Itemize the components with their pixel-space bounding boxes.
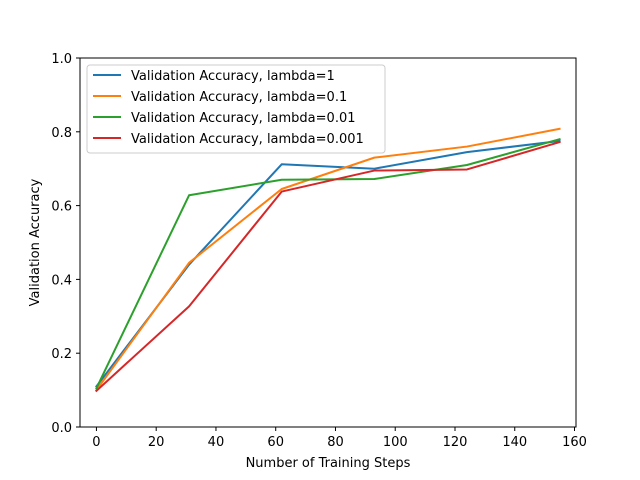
x-tick-label: 80 <box>327 435 344 450</box>
y-tick-label: 0.4 <box>51 273 72 288</box>
y-tick-label: 0.6 <box>51 200 72 215</box>
plot-frame <box>79 57 577 428</box>
x-tick-label: 20 <box>148 435 165 450</box>
y-tick-label: 0.8 <box>51 126 72 141</box>
series-line-3 <box>95 137 561 390</box>
series-lines <box>95 127 561 393</box>
legend: Validation Accuracy, lambda=1 Validation … <box>86 64 386 154</box>
legend-label-4: Validation Accuracy, lambda=0.001 <box>131 132 364 147</box>
x-tick-label: 160 <box>562 435 587 450</box>
y-tick-label: 0.2 <box>51 347 72 362</box>
y-tick-label: 0.0 <box>51 421 72 436</box>
y-tick-label: 1.0 <box>51 52 72 67</box>
x-tick-label: 120 <box>443 435 468 450</box>
x-tick-label: 40 <box>208 435 225 450</box>
series-line-1 <box>95 139 561 388</box>
x-tick-label: 100 <box>383 435 408 450</box>
legend-label-3: Validation Accuracy, lambda=0.01 <box>131 111 356 126</box>
x-axis-ticks: 0 20 40 60 80 100 120 140 160 <box>92 427 587 450</box>
x-tick-label: 0 <box>92 435 100 450</box>
series-line-4 <box>95 140 561 393</box>
x-tick-label: 60 <box>267 435 284 450</box>
x-axis-label: Number of Training Steps <box>246 456 411 471</box>
series-line-2 <box>95 127 561 392</box>
y-axis-ticks: 0.0 0.2 0.4 0.6 0.8 1.0 <box>51 52 80 436</box>
y-axis-label: Validation Accuracy <box>28 178 43 306</box>
x-tick-label: 140 <box>502 435 527 450</box>
legend-label-1: Validation Accuracy, lambda=1 <box>131 69 335 84</box>
legend-label-2: Validation Accuracy, lambda=0.1 <box>131 90 347 105</box>
legend-box <box>86 64 386 154</box>
